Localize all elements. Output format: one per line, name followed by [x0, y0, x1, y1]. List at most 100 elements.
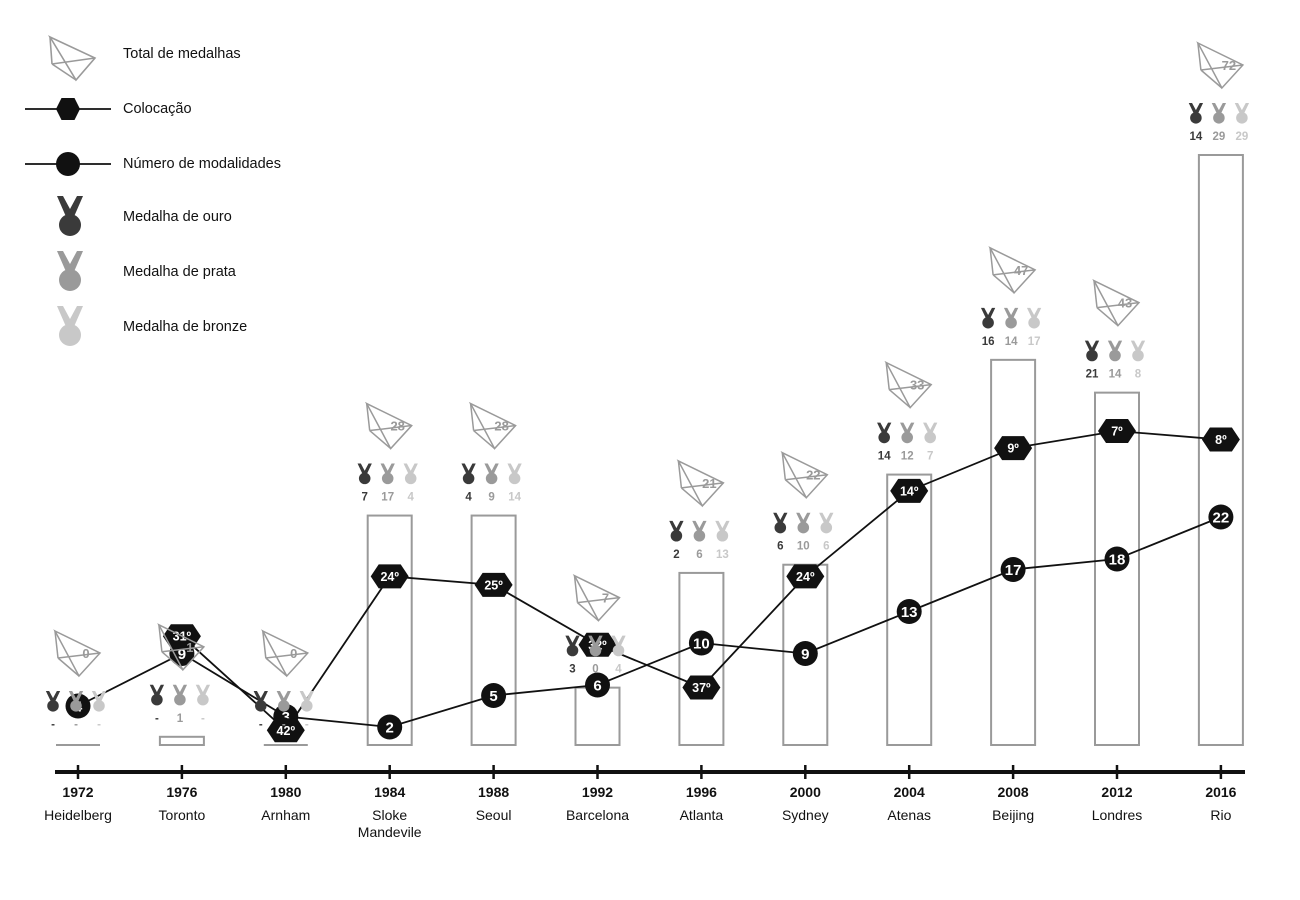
legend-label-events: Número de modalidades [123, 156, 281, 172]
x-tick-label-year: 1972 [62, 784, 93, 800]
events-data-label: 9 [801, 646, 809, 663]
silver-count-label: 6 [696, 549, 702, 561]
x-tick-label-year: 1984 [374, 784, 405, 800]
x-tick-label-city: Sloke [372, 807, 407, 823]
silver-count-label: 14 [1005, 336, 1018, 348]
rank-data-label: 37º [692, 681, 711, 695]
bronze-count-label: - [97, 719, 101, 731]
silver-medal-icon [900, 422, 915, 444]
bronze-medal-icon [403, 463, 418, 485]
rank-data-label: 14º [900, 484, 919, 498]
total-medals-label: 28 [390, 419, 404, 434]
total-medals-icon [988, 246, 1037, 295]
rank-data-label: 8º [1215, 433, 1227, 447]
legend-item-rank: Colocação [24, 87, 344, 133]
total-medals-icon [1196, 41, 1245, 90]
events-data-label: 5 [489, 688, 497, 705]
x-tick-label-city: Toronto [159, 807, 206, 823]
gold-medal-icon [357, 463, 372, 485]
rank-point-2008 [994, 436, 1033, 461]
total-medals-label: 1 [186, 640, 193, 655]
rank-point-2016 [1201, 427, 1240, 452]
x-tick-label-year: 2000 [790, 784, 821, 800]
total-medals-label: 0 [290, 646, 297, 661]
events-data-label: 3 [282, 709, 290, 726]
total-medals-icon [468, 401, 517, 450]
x-tick-label-city: Atenas [887, 807, 931, 823]
total-medals-label: 43 [1118, 296, 1132, 311]
bronze-count-label: 4 [615, 664, 622, 676]
x-tick-label-year: 1980 [270, 784, 301, 800]
x-tick-label-city: Sydney [782, 807, 829, 823]
gold-medal-icon [565, 635, 580, 657]
legend-item-events: Número de modalidades [24, 142, 344, 188]
rank-data-label: 24º [380, 570, 399, 584]
rank-data-label: 42º [277, 724, 296, 738]
gold-count-label: - [259, 719, 263, 731]
bronze-count-label: - [305, 719, 309, 731]
bar-total-1984 [366, 514, 413, 746]
gold-count-label: 16 [982, 336, 995, 348]
silver-count-label: 0 [592, 664, 598, 676]
silver-count-label: 29 [1213, 131, 1226, 143]
rank-point-1988 [474, 572, 513, 597]
rank-point-1980 [266, 718, 305, 743]
rank-point-2004 [890, 478, 929, 503]
x-tick-label-year: 2016 [1205, 784, 1236, 800]
bronze-medal-icon [195, 684, 211, 706]
x-tick-label-city: Londres [1092, 807, 1143, 823]
total-medals-icon [157, 623, 206, 672]
bar-total-2004 [886, 473, 933, 746]
total-medals-icon [53, 629, 102, 678]
bronze-count-label: 6 [823, 541, 829, 553]
silver-count-label: 9 [488, 492, 494, 504]
total-medals-icon [780, 451, 829, 500]
gold-medal-icon [773, 512, 788, 534]
events-point-1992 [585, 672, 610, 698]
total-medals-label: 47 [1014, 263, 1028, 278]
silver-count-label: 17 [381, 492, 394, 504]
x-tick-label-city: Barcelona [566, 807, 629, 823]
rank-data-label: 24º [796, 570, 815, 584]
total-medals-icon [572, 573, 621, 622]
gold-count-label: 21 [1086, 369, 1099, 381]
rank-data-label: 25º [484, 578, 503, 592]
total-medals-icon [676, 459, 725, 508]
silver-medal-icon [380, 463, 395, 485]
silver-count-label: 10 [797, 541, 810, 553]
gold-medal-icon [461, 463, 476, 485]
x-tick-label-year: 1976 [166, 784, 197, 800]
silver-medal-icon [57, 251, 83, 291]
silver-medal-icon [588, 635, 603, 657]
events-circle-icon [25, 152, 111, 176]
legend-item-total: Total de medalhas [24, 32, 344, 82]
bronze-medal-icon [819, 512, 834, 534]
x-tick-label-year: 1988 [478, 784, 509, 800]
events-point-1996 [688, 630, 714, 656]
silver-medal-icon [172, 684, 188, 706]
total-medals-label: 33 [910, 378, 924, 393]
x-tick-label-city: Beijing [992, 807, 1034, 823]
events-point-1988 [481, 683, 507, 708]
legend: Total de medalhas Colocação Número de mo… [24, 30, 344, 360]
silver-medal-icon [692, 520, 707, 542]
bar-total-2008 [990, 358, 1037, 746]
x-tick-label-city: Atlanta [680, 807, 724, 823]
total-medals-label: 72 [1222, 58, 1236, 73]
legend-item-gold: Medalha de ouro [24, 195, 344, 241]
total-medals-icon [884, 360, 933, 409]
events-point-2016 [1208, 504, 1234, 530]
events-data-label: 2 [386, 720, 394, 737]
silver-medal-icon [1003, 307, 1019, 329]
gold-count-label: 6 [777, 541, 783, 553]
gold-medal-icon [253, 691, 268, 712]
bar-total-1996 [678, 571, 725, 747]
events-point-2000 [792, 641, 818, 666]
events-data-label: 17 [1005, 562, 1022, 579]
legend-label-rank: Colocação [123, 101, 192, 117]
bronze-count-label: 4 [407, 492, 414, 504]
events-point-1984 [377, 714, 403, 740]
bronze-count-label: 29 [1236, 131, 1249, 143]
bar-total-2012 [1094, 391, 1140, 746]
